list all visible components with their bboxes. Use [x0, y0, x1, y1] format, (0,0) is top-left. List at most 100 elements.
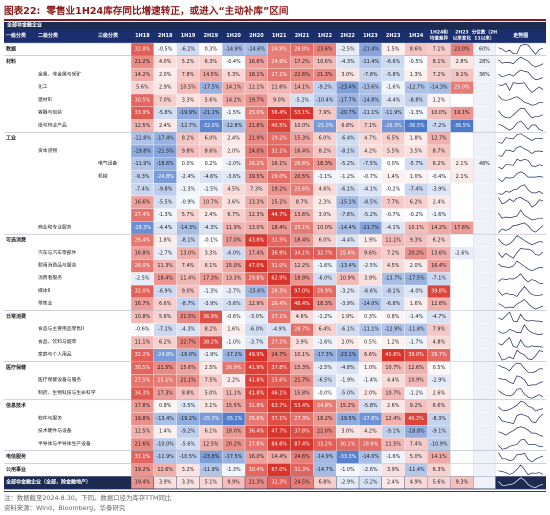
- heat-cell-value: -25.3%: [202, 416, 220, 422]
- row-label-lvl2: 媒体II: [38, 287, 50, 294]
- percentile-cell-bg: [473, 43, 496, 56]
- heat-cell: [404, 196, 428, 209]
- heat-cell-value: -5.2%: [363, 212, 378, 218]
- heat-cell-value: 13.3%: [249, 199, 265, 205]
- heat-cell-value: -6.9%: [158, 288, 173, 294]
- heat-cell: [313, 106, 336, 120]
- heat-cell-value: -4.4%: [340, 238, 355, 244]
- diff-cell-value: 6.2%: [433, 161, 446, 167]
- trend-sparkline: [498, 426, 544, 437]
- heat-cell-value: -4.6%: [204, 174, 219, 180]
- heat-cell-value: 3.0%: [319, 212, 332, 218]
- heat-cell-value: 1.4%: [387, 174, 400, 180]
- heat-cell: [404, 157, 428, 171]
- heat-cell: [336, 285, 359, 298]
- heat-cell: [154, 247, 177, 260]
- heat-cell-value: 3.9%: [364, 276, 377, 282]
- heat-cell-value: 11.6%: [271, 85, 287, 91]
- heat-cell: [199, 234, 222, 247]
- heat-cell: [290, 310, 314, 324]
- percentile-cell-bg: [473, 387, 496, 400]
- heat-cell-value: 28.8%: [294, 46, 310, 52]
- heat-cell: [382, 68, 405, 82]
- heat-cell: [222, 310, 245, 324]
- heat-cell: [290, 132, 314, 145]
- diff-cell-value: 7.9%: [433, 327, 446, 333]
- heat-cell: [404, 450, 428, 464]
- heat-cell: [131, 450, 154, 464]
- trend-sparkline: [498, 209, 543, 221]
- heat-cell: [268, 412, 291, 426]
- heat-cell-value: 0.2%: [205, 161, 218, 167]
- heat-cell: [382, 259, 405, 273]
- heat-cell-value: 0.8%: [387, 314, 400, 320]
- diff-cell-value: 14.1%: [431, 454, 447, 460]
- heat-cell-value: 28.7%: [294, 327, 310, 333]
- heat-cell: [404, 81, 428, 94]
- heat-cell: [290, 387, 314, 400]
- percentile-cell-bg: [473, 106, 496, 120]
- heat-cell-value: -28.3%: [134, 225, 152, 231]
- heat-cell-value: 8.2%: [182, 136, 195, 142]
- heat-cell: [268, 450, 291, 464]
- heat-cell-value: 18.4%: [271, 225, 287, 231]
- heat-cell-value: -17.5%: [202, 85, 220, 91]
- row-label-lvl1: 公用事业: [6, 466, 26, 473]
- heat-cell-value: 0.3%: [364, 314, 377, 320]
- change-cell-value: 9.3%: [456, 480, 469, 486]
- heat-cell: [268, 247, 291, 260]
- row-label-lvl1: 材料: [6, 58, 16, 65]
- heat-cell: [131, 387, 154, 400]
- heat-cell: [199, 196, 222, 209]
- heat-cell-value: -14.0%: [362, 454, 380, 460]
- diff-cell-value: 10.0%: [431, 110, 447, 116]
- heat-cell-value: 32.0%: [135, 288, 151, 294]
- heat-cell: [336, 208, 359, 222]
- heat-cell: [131, 81, 154, 94]
- heat-cell-value: -0.2%: [386, 187, 401, 193]
- heat-cell: [154, 183, 177, 196]
- heat-cell-value: 6.7%: [227, 212, 240, 218]
- heat-cell: [199, 349, 222, 362]
- heat-cell-value: -2.5%: [135, 276, 150, 282]
- heat-cell-value: 4.4%: [387, 378, 400, 384]
- heat-cell: [404, 221, 428, 234]
- heat-cell-value: -36.5%: [407, 123, 425, 129]
- heat-cell: [290, 412, 314, 426]
- heat-cell-value: 34.1%: [294, 250, 310, 256]
- header-period: 2H23: [386, 33, 401, 39]
- heat-cell-value: -12.8%: [134, 136, 152, 142]
- heat-cell-value: 12.5%: [135, 123, 151, 129]
- heat-cell-value: 27.3%: [294, 416, 310, 422]
- heat-cell-value: 26.4%: [271, 301, 287, 307]
- heat-cell: [359, 349, 382, 362]
- trend-sparkline: [498, 158, 544, 170]
- heat-cell: [268, 221, 291, 234]
- heat-cell-value: 27.1%: [271, 314, 287, 320]
- heat-cell-value: -8.1%: [386, 288, 401, 294]
- diff-cell-bg: [427, 387, 451, 400]
- heat-cell: [176, 68, 200, 82]
- change-cell-bg: [450, 170, 474, 183]
- heat-cell-value: 18.1%: [249, 72, 265, 78]
- heat-cell-value: -4.1%: [386, 225, 401, 231]
- trend-sparkline: [498, 69, 544, 81]
- heat-cell-value: -1.4%: [409, 314, 424, 320]
- heat-cell: [131, 310, 154, 324]
- heat-cell: [222, 361, 245, 375]
- heat-cell: [313, 310, 336, 324]
- heat-cell: [131, 463, 154, 477]
- heat-cell: [359, 132, 382, 145]
- heat-cell-value: 1.6%: [410, 301, 423, 307]
- diff-cell-bg: [427, 336, 451, 349]
- percentile-cell-value: 48%: [479, 161, 490, 167]
- heat-cell: [154, 221, 177, 234]
- change-cell-bg: [450, 94, 474, 107]
- heat-cell: [199, 400, 222, 413]
- heat-cell: [382, 450, 405, 464]
- heat-cell-value: -5.5%: [158, 199, 173, 205]
- heat-cell: [404, 412, 428, 426]
- heat-cell: [382, 400, 405, 413]
- change-cell-bg: [450, 438, 474, 451]
- heat-cell-value: 10.7%: [385, 390, 401, 396]
